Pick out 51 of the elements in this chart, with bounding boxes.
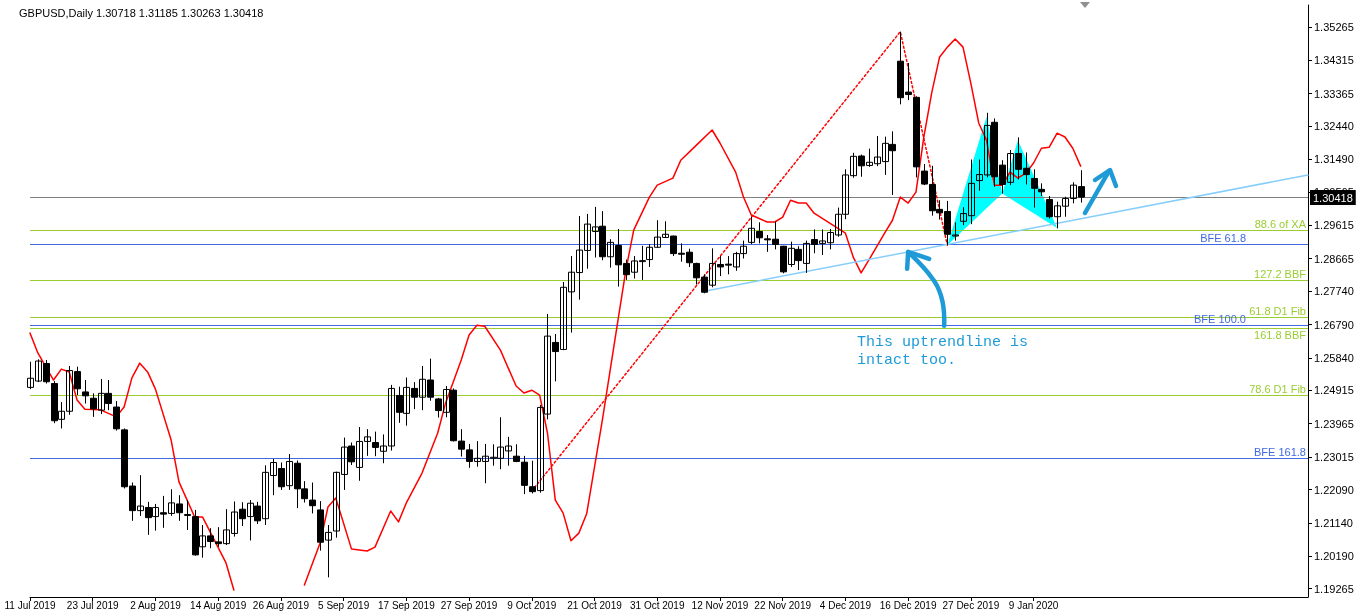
candlestick: [82, 379, 89, 405]
y-tick-label: 1.24915: [1314, 384, 1354, 397]
candlestick: [521, 455, 528, 495]
y-tick-label: 1.23965: [1314, 417, 1354, 430]
x-tick-label: 22 Nov 2019: [754, 599, 812, 611]
x-tick-label: 16 Dec 2019: [879, 599, 937, 611]
x-tick-label: 2 Aug 2019: [130, 599, 182, 611]
y-tick-label: 1.34315: [1314, 54, 1354, 67]
y-tick-label: 1.33365: [1314, 87, 1354, 100]
candlestick: [184, 499, 191, 531]
candlestick: [1031, 168, 1038, 209]
x-tick-label: 23 Jul 2019: [66, 599, 120, 611]
y-tick-label: 1.22090: [1314, 483, 1354, 496]
x-tick-label: 17 Sep 2019: [377, 599, 436, 611]
y-tick-label: 1.32440: [1314, 120, 1354, 133]
x-tick-label: 5 Sep 2019: [318, 599, 370, 611]
y-tick-label: 1.21140: [1314, 516, 1353, 529]
x-tick-label: 11 Jul 2019: [4, 599, 56, 611]
x-tick-label: 4 Dec 2019: [819, 599, 872, 611]
chart-title: GBPUSD,Daily 1.30718 1.31185 1.30263 1.30418: [19, 6, 264, 19]
x-tick-label: 9 Oct 2019: [507, 599, 557, 611]
ref-line-label: 161.8 BBF: [1254, 329, 1307, 341]
x-tick-label: 26 Aug 2019: [252, 599, 310, 611]
line-series: [29, 332, 235, 591]
y-tick-label: 1.25840: [1314, 351, 1354, 364]
ref-line-label: 61.8 D1 Fib: [1249, 305, 1306, 317]
y-tick-label: 1.31490: [1314, 153, 1354, 166]
y-tick-label: 1.27740: [1314, 285, 1354, 298]
ref-line-label: 127.2 BBF: [1254, 268, 1307, 280]
annotation: This uptrendline is intact too.: [857, 333, 1038, 369]
ref-line-label: 1.30418: [1313, 191, 1353, 204]
y-tick-label: 1.29615: [1314, 219, 1354, 232]
ref-line-label: BFE 61.8: [1200, 232, 1246, 244]
ref-line-label: 78.6 D1 Fib: [1249, 383, 1306, 395]
y-tick-label: 1.35265: [1314, 20, 1354, 33]
x-tick-label: 31 Oct 2019: [630, 599, 685, 611]
x-tick-label: 27 Dec 2019: [942, 599, 1000, 611]
x-tick-label: 9 Jan 2020: [1008, 599, 1059, 611]
y-tick-label: 1.23015: [1314, 451, 1354, 464]
y-tick-label: 1.28665: [1314, 252, 1354, 265]
candlestick: [113, 400, 120, 432]
y-tick-label: 1.26790: [1314, 318, 1354, 331]
y-tick-label: 1.20190: [1314, 550, 1354, 563]
x-tick-label: 14 Aug 2019: [190, 599, 247, 611]
x-tick-label: 12 Nov 2019: [691, 599, 749, 611]
y-tick-label: 1.19265: [1314, 582, 1354, 595]
ref-line-label: 88.6 of XA: [1254, 218, 1307, 230]
ref-line-label: BFE 161.8: [1254, 446, 1306, 458]
x-tick-label: 27 Sep 2019: [440, 599, 498, 611]
candlestick: [309, 482, 316, 514]
x-tick-label: 21 Oct 2019: [567, 599, 623, 611]
